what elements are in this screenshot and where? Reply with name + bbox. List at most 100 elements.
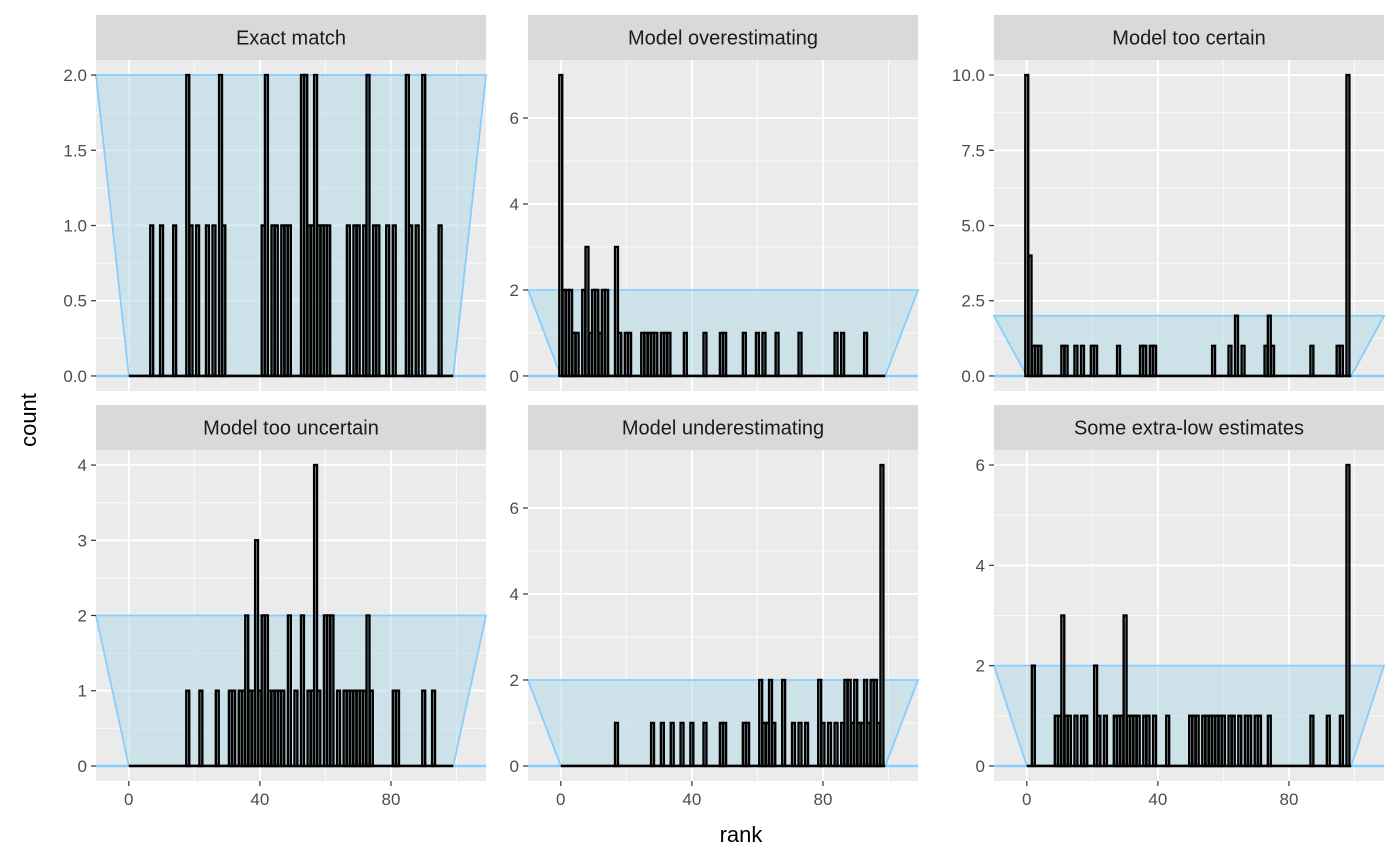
x-tick-label: 80: [1279, 790, 1298, 809]
y-tick-label: 2: [510, 281, 519, 300]
rank-bar: [1230, 714, 1236, 768]
rank-bar: [1240, 344, 1246, 378]
rank-bar: [172, 224, 178, 378]
rank-bar: [368, 689, 374, 768]
rank-bar: [666, 331, 672, 378]
rank-bar: [826, 721, 833, 768]
rank-bar: [1073, 714, 1079, 768]
y-tick-label: 1.0: [63, 217, 87, 236]
rank-bar: [1151, 344, 1158, 378]
rank-bar: [1338, 344, 1345, 378]
rank-bar: [211, 224, 217, 378]
rank-bar: [771, 721, 777, 768]
y-tick-label: 0: [510, 367, 519, 386]
rank-bar: [1135, 714, 1141, 768]
y-tick-label: 0: [78, 757, 87, 776]
rank-bar: [414, 224, 420, 378]
y-tick-label: 6: [510, 109, 519, 128]
facet-title: Exact match: [236, 28, 346, 50]
rank-bar: [574, 331, 580, 378]
x-tick-label: 80: [381, 790, 400, 809]
x-tick-label: 0: [1022, 790, 1031, 809]
rank-bar: [761, 331, 767, 378]
rank-bar: [1066, 714, 1073, 768]
rank-bar: [273, 224, 279, 378]
y-tick-label: 0: [976, 757, 985, 776]
facet-panel: Some extra-low estimates 0 2 4 6 0 40 80: [976, 405, 1386, 809]
y-tick-label: 0.0: [961, 367, 985, 386]
facet-title: Some extra-low estimates: [1074, 418, 1304, 440]
rank-bar: [253, 539, 260, 768]
rank-bar: [407, 224, 414, 378]
rank-bar: [682, 331, 688, 378]
x-tick-label: 80: [813, 790, 832, 809]
rank-bar: [365, 73, 371, 378]
y-tick-label: 0.0: [63, 367, 87, 386]
rank-bar: [653, 331, 659, 378]
y-tick-label: 1.5: [63, 141, 87, 160]
y-tick-label: 0: [510, 757, 519, 776]
rank-bar: [780, 678, 787, 768]
rank-bar: [1102, 714, 1109, 768]
rank-bar: [613, 721, 620, 768]
rank-bar: [293, 689, 299, 768]
facet-panel: Model too certain 0.0 2.5 5.0 7.5 10.0: [952, 15, 1386, 391]
rank-bar: [231, 689, 237, 768]
rank-bar: [1096, 714, 1102, 768]
rank-bar: [188, 224, 194, 378]
y-tick-label: 2: [976, 657, 985, 676]
y-tick-label: 10.0: [952, 66, 985, 85]
x-tick-label: 40: [682, 790, 701, 809]
rank-bar: [1060, 614, 1066, 768]
facet-title: Model too certain: [1112, 28, 1265, 50]
rank-bar: [722, 721, 728, 768]
y-tick-label: 6: [976, 456, 985, 475]
rank-bar: [326, 224, 332, 378]
expected-band: [992, 314, 1386, 377]
rank-bar: [394, 689, 401, 768]
rank-bar: [1030, 664, 1036, 768]
rank-bar: [1269, 344, 1276, 378]
rank-bar: [329, 614, 335, 768]
rank-bar: [626, 331, 633, 378]
x-axis-title: rank: [720, 822, 764, 847]
rank-bar: [355, 224, 361, 378]
rank-bar: [1256, 714, 1263, 768]
y-tick-label: 2.0: [63, 66, 87, 85]
rank-bar: [375, 224, 381, 378]
rank-bar: [1345, 73, 1351, 378]
rank-bar: [617, 331, 623, 378]
rank-bar: [744, 721, 751, 768]
y-tick-label: 4: [510, 195, 519, 214]
rank-bar: [1083, 714, 1089, 768]
facet-panel: Exact match 0.0 0.5 1.0 1.5 2.0: [63, 15, 488, 391]
rank-bar: [1210, 344, 1217, 378]
y-tick-label: 2.5: [961, 292, 985, 311]
rank-bar: [1227, 344, 1233, 378]
rank-bar: [741, 331, 747, 378]
y-tick-label: 7.5: [961, 141, 985, 160]
rank-bar: [149, 224, 155, 378]
rank-bar: [335, 689, 342, 768]
rank-bar: [1309, 344, 1315, 378]
y-tick-label: 4: [78, 456, 87, 475]
y-tick-label: 2: [78, 607, 87, 626]
rank-bar: [1309, 714, 1315, 768]
rank-bar: [430, 689, 437, 768]
facet-strip: [528, 15, 918, 60]
y-tick-label: 0.5: [63, 292, 87, 311]
facet-panels: Exact match 0.0 0.5 1.0 1.5 2.0 Model overesti…: [63, 15, 1386, 809]
rank-bar: [833, 721, 839, 768]
rank-bar: [1237, 714, 1243, 768]
rank-bar: [839, 331, 846, 378]
y-tick-label: 1: [78, 682, 87, 701]
rank-bar: [1220, 714, 1227, 768]
rank-bar: [1325, 714, 1331, 768]
rank-bar: [1345, 463, 1351, 768]
y-tick-label: 6: [510, 499, 519, 518]
rank-bar: [1027, 254, 1033, 378]
rank-bar: [1073, 344, 1079, 378]
x-tick-label: 40: [1148, 790, 1167, 809]
facet-panel: Model underestimating 0 2 4 6 0 40 80: [510, 405, 920, 809]
